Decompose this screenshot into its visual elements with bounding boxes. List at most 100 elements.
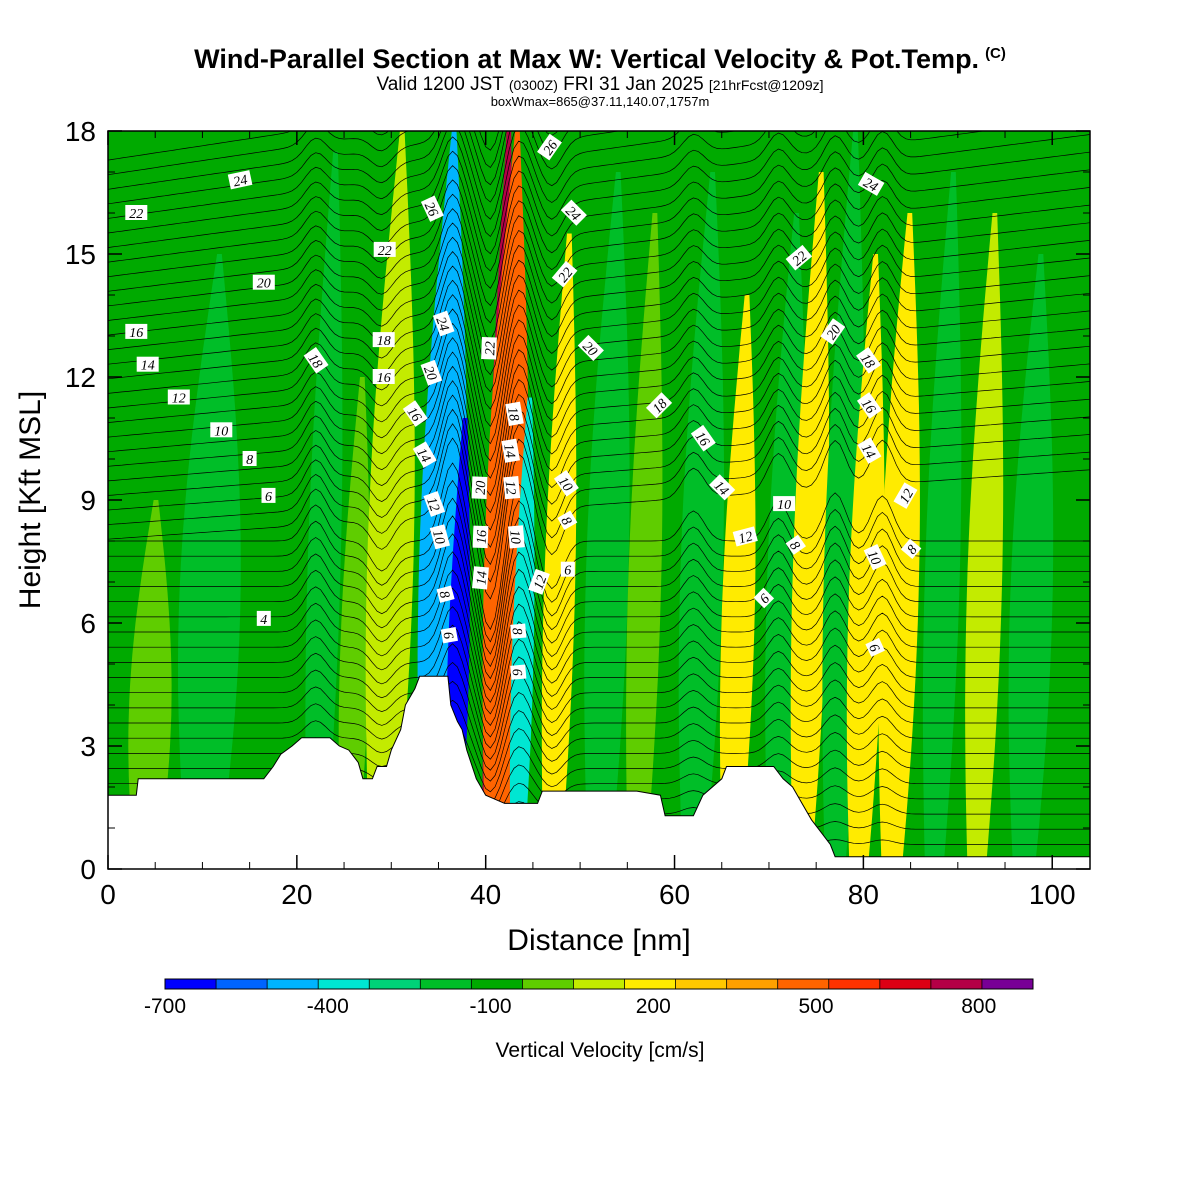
isentrope-label-box: [785, 244, 813, 271]
isentrope-label-box: [501, 438, 520, 463]
isentrope-label-text: 18: [377, 334, 391, 349]
plot-area: 24 22 20 16 14 12 10 8 6 4 18 22 18 16 26 24 20 16 14 12 10 8…: [108, 131, 1090, 869]
chart-title: Wind-Parallel Section at Max W: Vertical…: [0, 44, 1200, 75]
isentrope-label: 22: [125, 205, 148, 222]
isentrope-label-box: [510, 623, 527, 639]
isentrope-line: [108, 147, 1090, 289]
isentrope-label-box: [857, 437, 882, 464]
forecast-info: [21hrFcst@1209z]: [708, 77, 824, 93]
copyright-mark: (C): [985, 45, 1006, 62]
isentrope-line: [108, 261, 1090, 410]
colorbar-tick-label: -400: [307, 995, 349, 1018]
isentrope-label-box: [252, 274, 275, 290]
isentrope-line: [108, 587, 1090, 715]
isentrope-label-box: [210, 422, 233, 438]
isentrope-label-text: 12: [172, 392, 186, 407]
isentrope-label: 10: [864, 544, 887, 571]
isentrope-label-text: 22: [378, 244, 392, 259]
isentrope-label-box: [709, 474, 736, 501]
isentrope-label-box: [372, 332, 395, 348]
velocity-band: [922, 172, 962, 869]
isentrope-labels: 24 22 20 16 14 12 10 8 6 4 18 22 18 16 26 24 20 16 14 12 10 8…: [125, 133, 922, 680]
isentrope-label: 18: [372, 332, 395, 349]
isentrope-line: [108, 606, 1090, 727]
isentrope-label: 20: [471, 476, 489, 499]
isentrope-line: [108, 374, 1090, 531]
valid-date: FRI 31 Jan 2025: [563, 74, 704, 95]
isentrope-label-box: [553, 470, 579, 497]
valid-utc: (0300Z): [508, 77, 558, 93]
isentrope-label-text: 10: [777, 498, 791, 513]
isentrope-line: [108, 680, 1090, 771]
x-tick-label: 20: [281, 879, 312, 910]
colorbar-tick-label: 200: [636, 995, 671, 1018]
colorbar-tick-label: -100: [469, 995, 511, 1018]
isentrope-label-box: [402, 400, 428, 427]
isentrope-line: [108, 212, 1090, 358]
isentrope-label-text: 20: [420, 364, 439, 382]
isentrope-label-text: 12: [897, 487, 917, 507]
isentrope-line: [108, 551, 1090, 692]
isentrope-label-text: 14: [858, 442, 878, 462]
isentrope-label: 6: [753, 587, 775, 609]
isentrope-line: [108, 718, 1090, 793]
isentrope-label: 8: [785, 534, 806, 555]
isentrope-line: [108, 342, 1090, 497]
isentrope-label: 10: [553, 470, 579, 497]
isentrope-label: 18: [645, 392, 673, 419]
isentrope-label-box: [432, 310, 455, 337]
velocity-band: [878, 213, 920, 869]
colorbar-swatch: [318, 979, 370, 989]
isentrope-label-text: 24: [860, 176, 880, 196]
isentrope-line: [108, 228, 1090, 376]
valid-prefix: Valid 1200 JST: [376, 74, 504, 95]
isentrope-label-box: [420, 195, 444, 222]
isentrope-label-box: [372, 369, 395, 384]
isentrope-label-text: 12: [531, 573, 550, 591]
isentrope-label: 24: [560, 199, 587, 226]
colorbar-frame: [164, 978, 1034, 990]
isentrope-label: 8: [436, 585, 455, 603]
isentrope-label-box: [505, 401, 524, 426]
isentrope-label-box: [785, 534, 806, 555]
y-tick-label: 12: [65, 362, 96, 393]
isentrope-line: [108, 131, 500, 161]
isentrope-label-box: [560, 561, 575, 577]
isentrope-label-text: 12: [423, 495, 442, 513]
velocity-band: [1008, 254, 1054, 869]
isentrope-label-text: 8: [436, 589, 452, 600]
y-tick-label: 9: [80, 485, 96, 516]
isentrope-label-text: 6: [564, 564, 571, 579]
isentrope-label-box: [732, 526, 758, 547]
isentrope-label-text: 12: [502, 480, 518, 495]
colorbar-swatch: [930, 979, 983, 989]
velocity-band: [365, 131, 415, 869]
isentrope-label: 26: [420, 195, 444, 222]
isentrope-label-box: [551, 260, 578, 288]
isentrope-label: 10: [429, 524, 450, 550]
isentrope-label: 6: [439, 627, 458, 644]
terrain: [108, 675, 1090, 869]
colorbar-tick-label: 500: [798, 995, 833, 1018]
isentrope-line: [108, 277, 1090, 427]
velocity-band: [305, 151, 343, 869]
isentrope-line: [108, 131, 569, 190]
isentrope-line: [108, 131, 622, 205]
isentrope-label-text: 6: [439, 631, 455, 640]
isentrope-label: 16: [402, 400, 428, 427]
isentrope-label: 12: [423, 491, 446, 517]
isentrope-label-box: [429, 524, 450, 550]
isentrope-label-text: 16: [129, 326, 143, 341]
velocity-band: [584, 172, 630, 869]
velocity-band: [338, 377, 371, 869]
isentrope-label: 20: [420, 359, 443, 386]
y-tick-label: 18: [65, 116, 96, 147]
isentrope-label: 16: [690, 424, 716, 452]
isentrope-line: [108, 244, 1090, 393]
colorbar-swatch: [828, 979, 881, 989]
isentrope-label-text: 16: [475, 530, 490, 545]
colorbar-swatch: [369, 979, 421, 989]
isentrope-label-text: 22: [483, 341, 498, 356]
isentrope-label-box: [577, 334, 604, 362]
velocity-band: [719, 295, 756, 869]
